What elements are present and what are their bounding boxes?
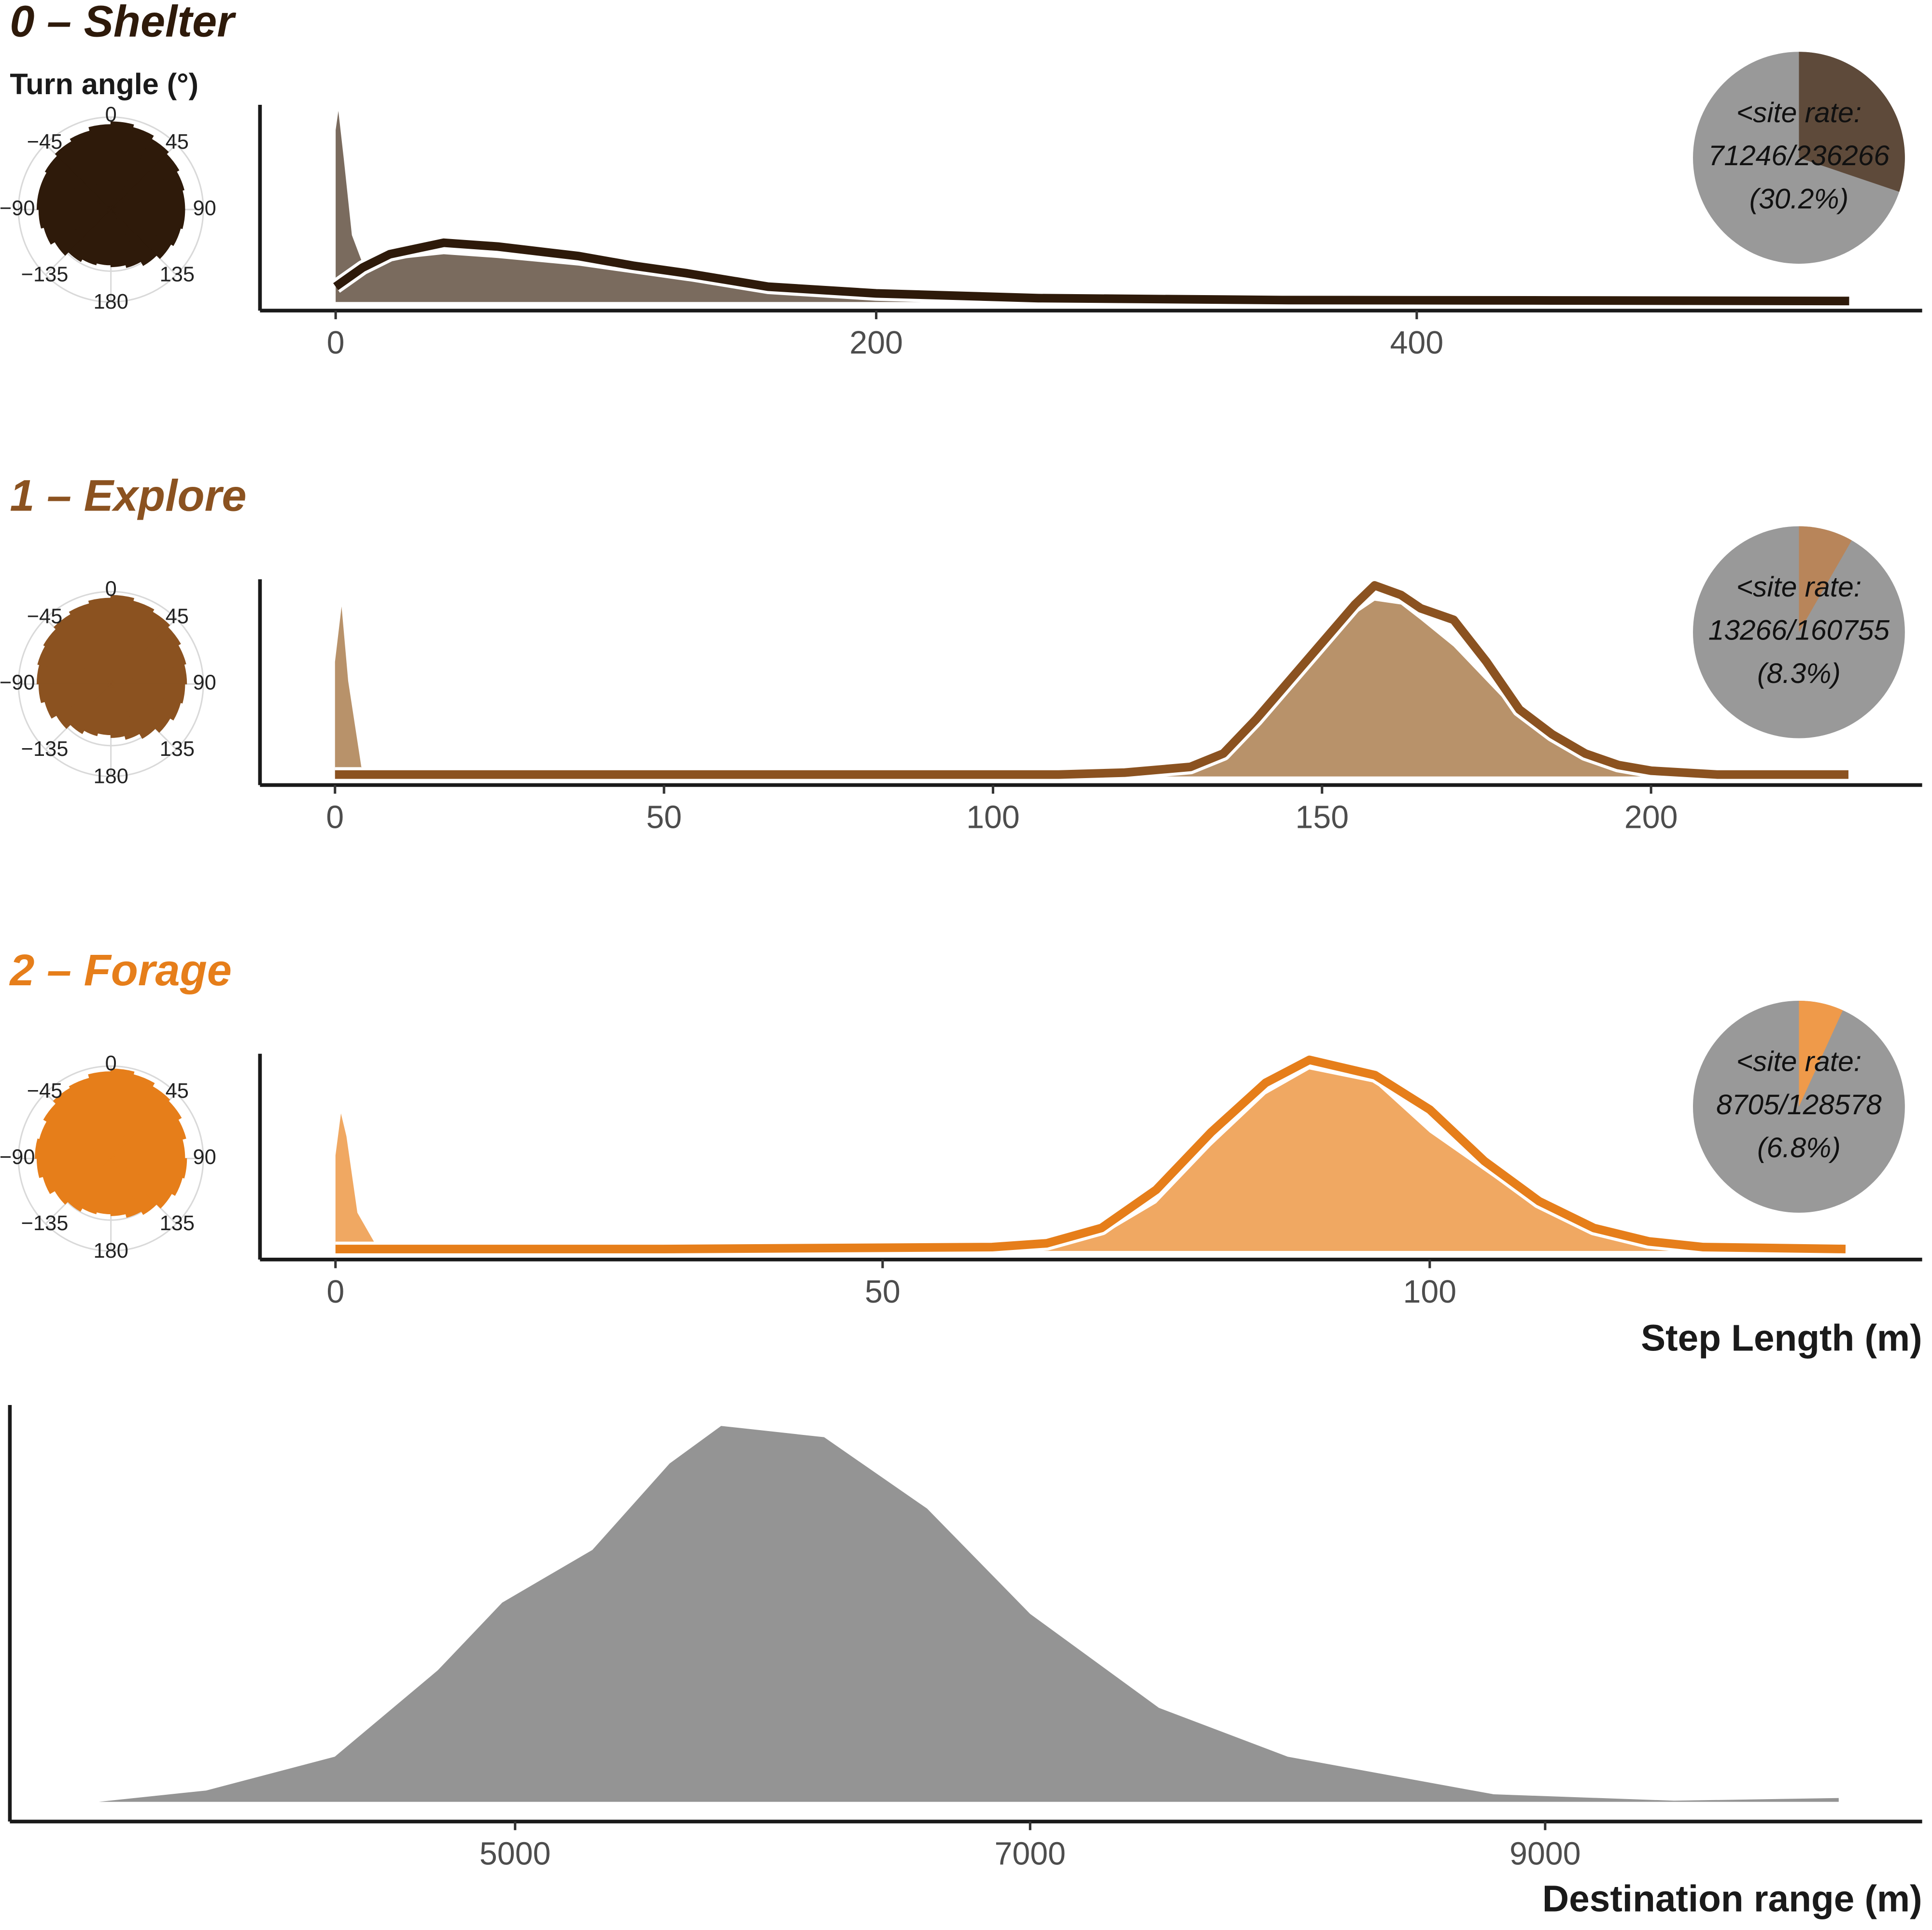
rose-bar xyxy=(111,611,170,684)
x-axis-label: Destination range (m) xyxy=(1542,1878,1922,1919)
x-tick-label: 0 xyxy=(327,325,345,361)
rose-bar xyxy=(111,1158,142,1218)
rose-label: Turn angle (°) xyxy=(10,68,198,100)
rose-tick-label: 180 xyxy=(93,290,128,313)
pie-label: <site rate: xyxy=(1736,571,1861,603)
pie-label: <site rate: xyxy=(1736,97,1861,128)
rose-bar xyxy=(111,209,171,259)
rose-tick-label: 180 xyxy=(93,765,128,788)
density-line-halo xyxy=(333,1052,1846,1257)
rose-bar xyxy=(111,683,181,721)
pie-percent: (30.2%) xyxy=(1749,183,1848,214)
rose-bar xyxy=(111,684,126,738)
pie-slice xyxy=(1799,52,1905,192)
rose-bar xyxy=(111,1086,170,1159)
rose-tick-label: −45 xyxy=(27,605,63,628)
density-line xyxy=(335,581,1848,779)
x-tick-label: 9000 xyxy=(1509,1836,1581,1872)
pie-label: <site rate: xyxy=(1736,1046,1861,1078)
rose-bar xyxy=(111,683,156,739)
rose-tick-label: 90 xyxy=(193,1146,216,1169)
x-tick-label: 400 xyxy=(1390,325,1444,361)
rose-bar xyxy=(111,1158,172,1209)
rose-bar xyxy=(111,153,180,210)
rose-bar xyxy=(111,644,186,684)
rose-bar xyxy=(111,209,141,268)
rose-bar xyxy=(111,1074,155,1159)
rose-bar xyxy=(111,1158,183,1196)
pie-ratio: 8705/128578 xyxy=(1716,1089,1882,1121)
pie-ratio: 71246/236266 xyxy=(1708,140,1890,171)
rose-bar xyxy=(111,683,171,733)
density-area xyxy=(335,1069,1846,1251)
rose-tick-label: 135 xyxy=(160,263,195,286)
rose-bar xyxy=(111,1119,186,1159)
density-area xyxy=(336,111,1849,302)
density-line xyxy=(333,238,1849,306)
rose-bar xyxy=(111,127,154,210)
rose-bar xyxy=(111,1100,182,1159)
panel-title: 2 – Forage xyxy=(9,946,231,995)
rose-tick-label: 180 xyxy=(93,1239,128,1263)
rose-tick-label: −90 xyxy=(0,197,35,220)
x-tick-label: 100 xyxy=(966,799,1020,835)
x-tick-label: 50 xyxy=(646,799,682,835)
x-axis-label: Step Length (m) xyxy=(1641,1318,1922,1359)
x-tick-label: 100 xyxy=(1403,1274,1457,1310)
pie-percent: (8.3%) xyxy=(1757,658,1841,689)
rose-tick-label: 0 xyxy=(105,103,117,126)
x-tick-label: 200 xyxy=(849,325,903,361)
x-tick-label: 50 xyxy=(865,1274,901,1310)
x-tick-label: 200 xyxy=(1624,799,1678,835)
rose-tick-label: −90 xyxy=(0,1146,35,1169)
rose-bar xyxy=(111,139,169,210)
rose-tick-label: −135 xyxy=(21,738,69,761)
rose-bar xyxy=(111,664,187,684)
rose-tick-label: −45 xyxy=(27,1079,63,1103)
rose-tick-label: −45 xyxy=(27,130,63,154)
density-line-halo xyxy=(334,578,1848,782)
rose-tick-label: 45 xyxy=(166,130,189,154)
rose-bar xyxy=(111,1158,157,1215)
rose-bar xyxy=(111,209,127,268)
x-tick-label: 5000 xyxy=(479,1836,551,1872)
density-area xyxy=(99,1426,1839,1802)
rose-tick-label: 45 xyxy=(166,1079,189,1103)
pie-slice xyxy=(1799,1000,1843,1107)
rose-tick-label: −135 xyxy=(21,263,69,286)
rose-tick-label: 135 xyxy=(160,1212,195,1235)
x-tick-label: 7000 xyxy=(995,1836,1066,1872)
x-tick-label: 0 xyxy=(326,799,344,835)
rose-bar xyxy=(111,626,181,684)
rose-bar xyxy=(111,683,140,740)
rose-bar xyxy=(111,209,157,266)
rose-bar xyxy=(111,1158,127,1216)
rose-tick-label: 90 xyxy=(193,197,216,220)
density-line xyxy=(335,1055,1846,1253)
x-tick-label: 150 xyxy=(1295,799,1349,835)
rose-tick-label: 0 xyxy=(105,578,117,601)
panel-title: 0 – Shelter xyxy=(10,0,236,46)
rose-tick-label: −135 xyxy=(21,1212,69,1235)
panel-title: 1 – Explore xyxy=(10,471,246,521)
rose-tick-label: 0 xyxy=(105,1052,117,1075)
rose-bar xyxy=(111,171,185,210)
pie-ratio: 13266/160755 xyxy=(1708,615,1890,646)
density-area xyxy=(335,600,1848,777)
rose-tick-label: 90 xyxy=(193,671,216,695)
x-tick-label: 0 xyxy=(326,1274,344,1310)
rose-bar xyxy=(111,209,181,246)
rose-tick-label: 135 xyxy=(160,738,195,761)
rose-tick-label: −90 xyxy=(0,671,35,695)
rose-bar xyxy=(111,600,155,684)
rose-tick-label: 45 xyxy=(166,605,189,628)
pie-slice xyxy=(1799,526,1852,633)
pie-percent: (6.8%) xyxy=(1757,1132,1841,1164)
